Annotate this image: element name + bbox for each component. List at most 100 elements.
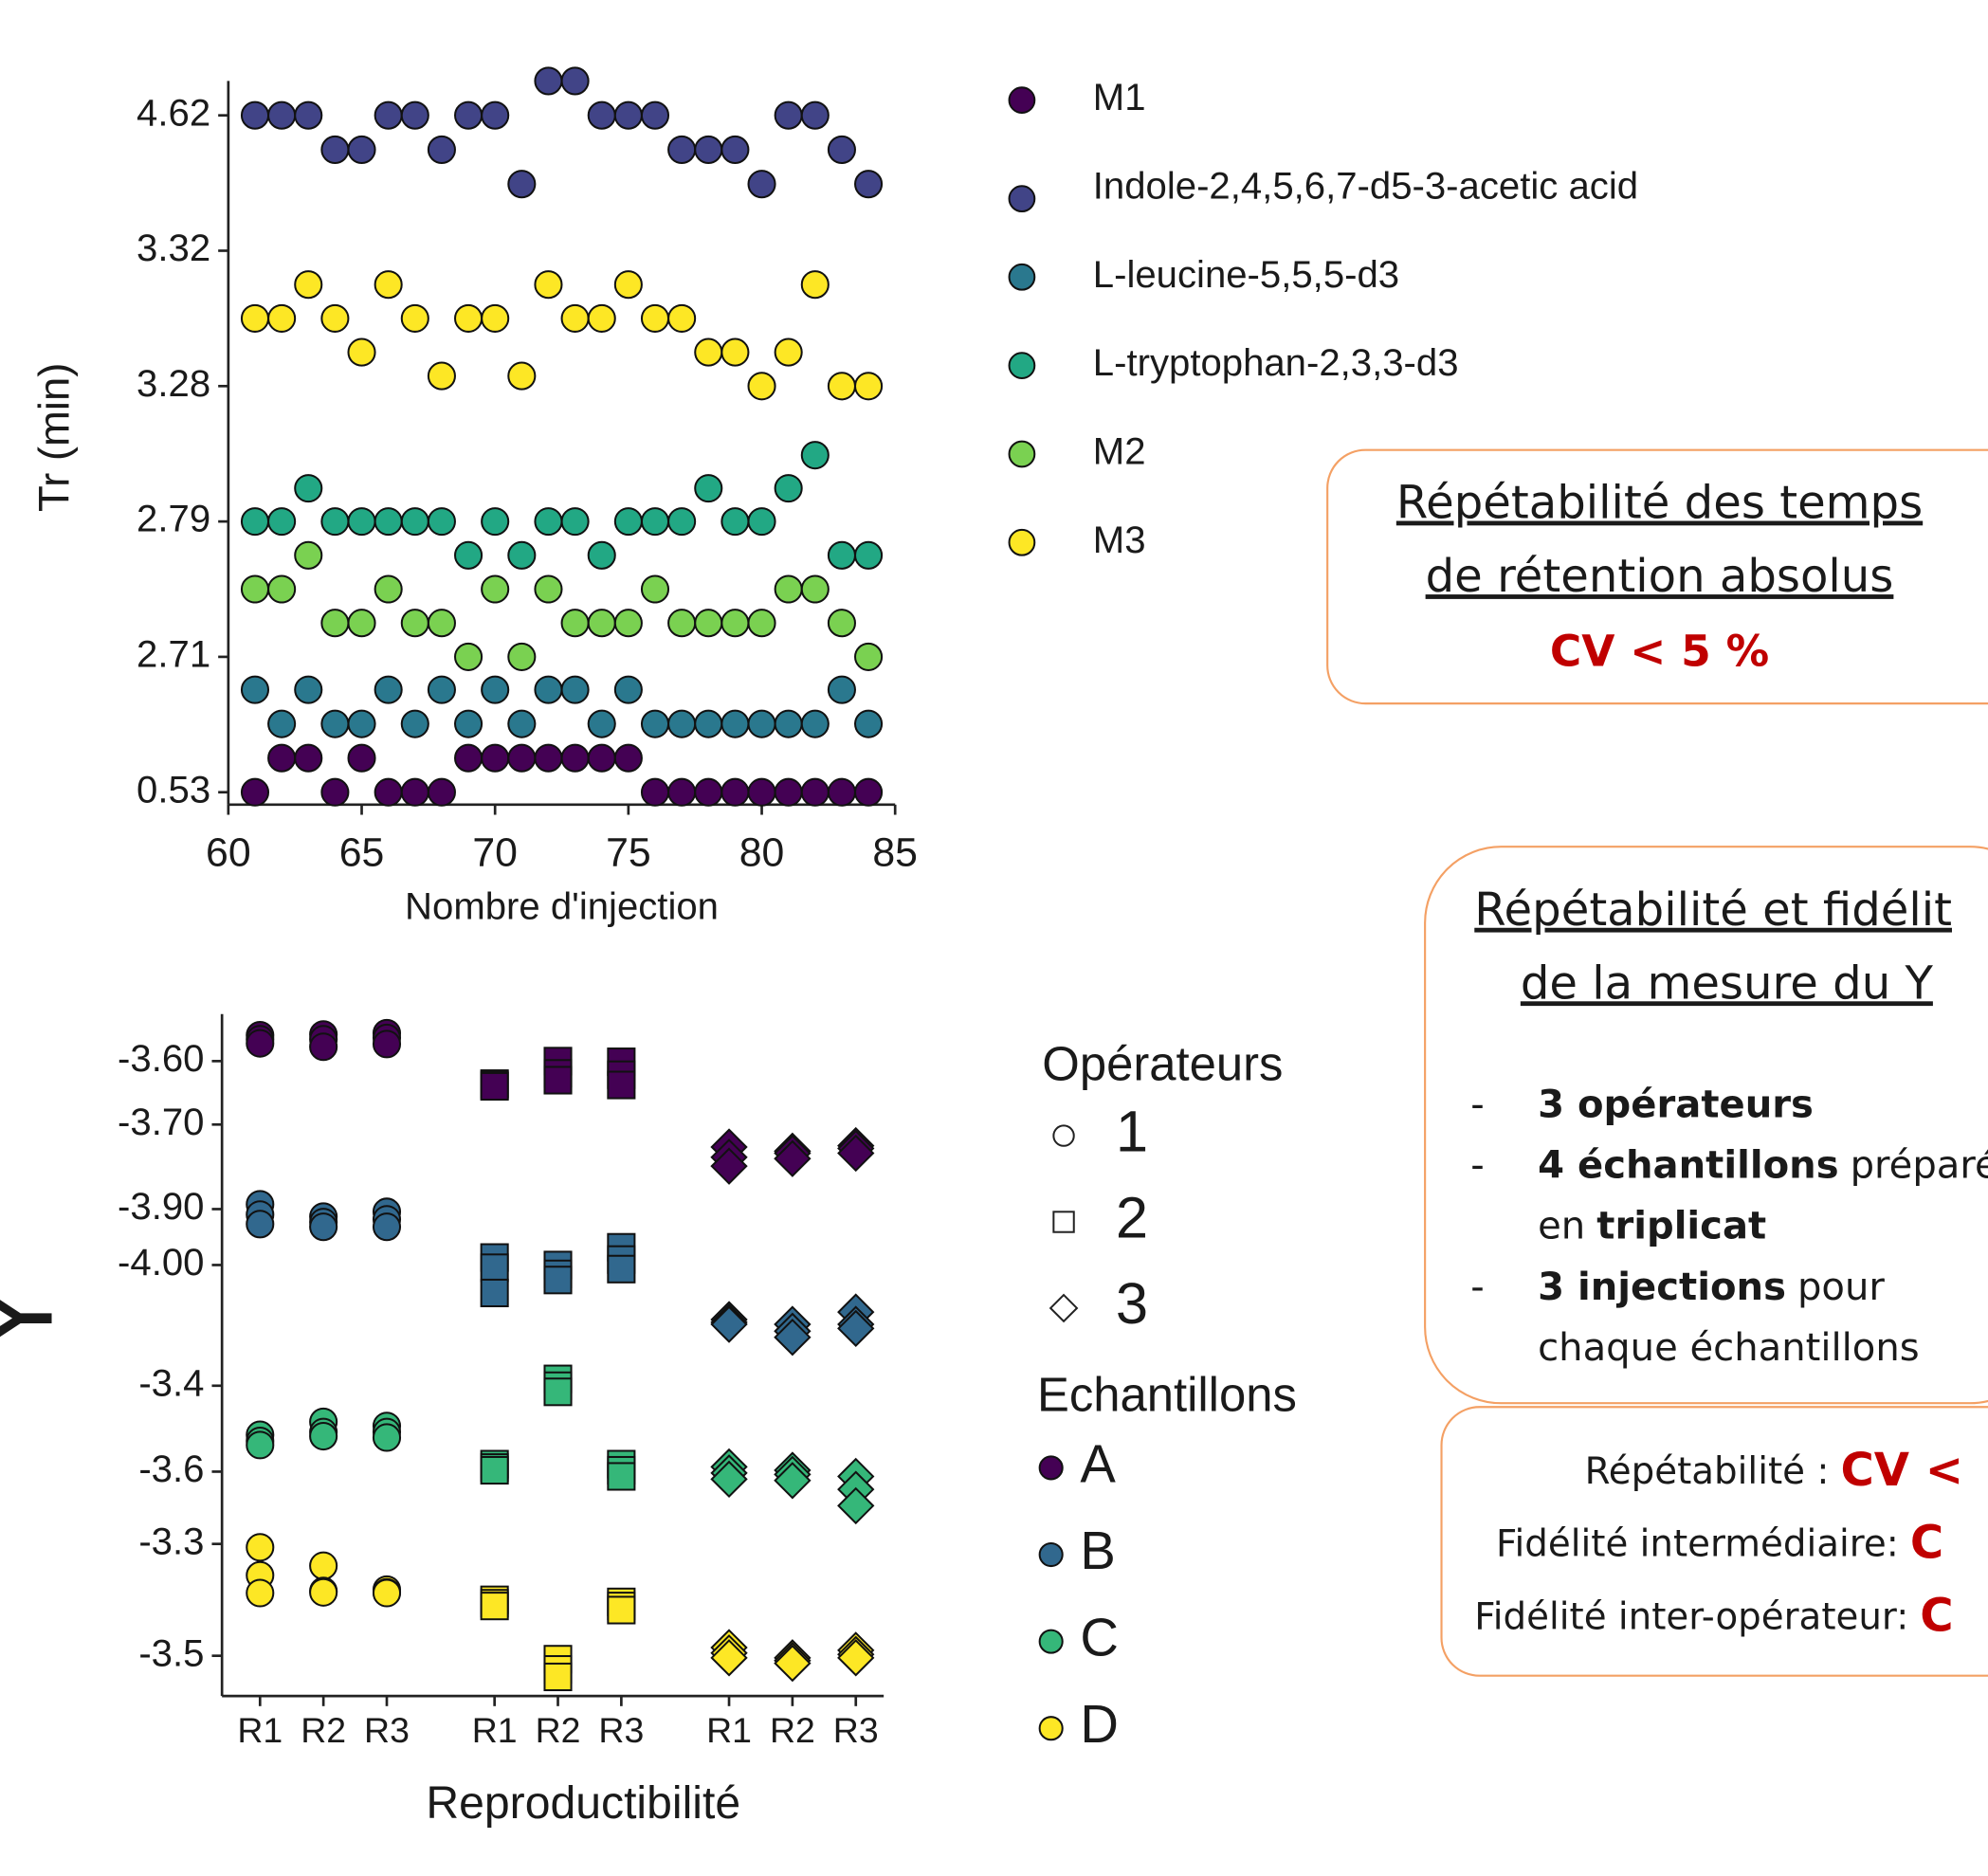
data-point (747, 507, 776, 537)
diamond-marker (774, 1139, 812, 1177)
circle-marker (372, 1029, 402, 1059)
y-tick-label: -3.70 (118, 1102, 204, 1143)
data-point (720, 777, 750, 807)
circle-marker (309, 1551, 338, 1580)
text: chaque échantillons (1538, 1326, 1920, 1370)
y-tick-label: 3.32 (137, 228, 210, 269)
data-point (720, 709, 750, 738)
criterion-line: Fidélité intermédiaire: C (1496, 1517, 1943, 1570)
bold-text: triplicat (1596, 1205, 1766, 1248)
data-point (454, 540, 483, 570)
square-marker (607, 1254, 636, 1284)
legend-swatch (1008, 185, 1036, 213)
x-tick-label: R2 (301, 1710, 346, 1750)
data-point (294, 270, 323, 300)
bullet: - (1470, 1266, 1484, 1309)
data-point (507, 709, 537, 738)
data-point (800, 441, 830, 470)
data-point (454, 642, 483, 671)
data-point (481, 100, 510, 130)
data-point (747, 777, 776, 807)
bullet: - (1470, 1083, 1484, 1126)
y-axis-title: Tr (min) (29, 363, 78, 512)
data-point (347, 609, 376, 638)
square-marker (607, 1462, 636, 1491)
bullet-text: 3 opérateurs (1538, 1083, 1814, 1126)
text: Répétabilité : (1585, 1449, 1830, 1492)
x-axis-title: Reproductibilité (426, 1777, 740, 1829)
y-axis-title: Y (0, 1282, 76, 1355)
legend-swatch (1008, 263, 1036, 291)
diamond-marker (837, 1639, 875, 1677)
data-point (774, 474, 803, 503)
data-point (507, 642, 537, 671)
data-point (827, 675, 856, 704)
data-point (560, 66, 590, 96)
legend-label: A (1080, 1433, 1116, 1493)
diamond-marker (710, 1147, 748, 1185)
y-tick-label: 2.79 (137, 499, 210, 540)
data-point (800, 270, 830, 300)
data-point (534, 574, 563, 604)
y-tick-label: 4.62 (137, 92, 210, 134)
text: en (1538, 1205, 1585, 1248)
legend-swatch (1038, 1716, 1064, 1741)
x-tick-label: 65 (339, 830, 385, 876)
panel-box (1326, 448, 1988, 705)
circle-marker (309, 1421, 338, 1451)
legend-swatch (1008, 528, 1036, 556)
data-point (240, 303, 270, 333)
x-tick-label: 85 (872, 830, 918, 876)
data-point (720, 507, 750, 537)
legend-label: M1 (1093, 77, 1146, 118)
data-point (400, 303, 429, 333)
data-point (800, 709, 830, 738)
data-point (427, 135, 456, 164)
panel-criterion: CV < 5 % (1550, 626, 1769, 676)
circle-marker (246, 1210, 275, 1239)
data-point (854, 642, 884, 671)
bold-text: C (1910, 1517, 1943, 1570)
x-tick-label: R3 (364, 1710, 410, 1750)
legend-swatch (1008, 86, 1036, 115)
data-point (294, 675, 323, 704)
panel-title: de rétention absolus (1426, 550, 1894, 603)
data-point (320, 709, 350, 738)
text: pour (1797, 1266, 1885, 1309)
data-point (267, 709, 297, 738)
data-point (374, 100, 403, 130)
data-point (507, 540, 537, 570)
data-point (427, 675, 456, 704)
data-point (294, 474, 323, 503)
data-point (240, 100, 270, 130)
square-marker (543, 1065, 573, 1095)
bold-text: 3 injections (1538, 1266, 1786, 1309)
data-point (694, 474, 723, 503)
data-point (481, 574, 510, 604)
data-point (320, 609, 350, 638)
data-point (640, 777, 670, 807)
square-marker (607, 1595, 636, 1625)
data-point (774, 777, 803, 807)
bold-text: CV < (1840, 1444, 1963, 1497)
y-tick-label: 0.53 (137, 769, 210, 811)
data-point (320, 777, 350, 807)
legend-label: C (1080, 1607, 1119, 1667)
data-point (481, 675, 510, 704)
bullet-text: chaque échantillons (1538, 1326, 1920, 1370)
data-point (694, 337, 723, 367)
data-point (613, 270, 643, 300)
data-point (427, 361, 456, 391)
y-tick-label: -3.90 (118, 1186, 204, 1228)
y-tick-label: -3.6 (138, 1448, 204, 1490)
data-point (267, 574, 297, 604)
data-point (374, 777, 403, 807)
data-point (774, 100, 803, 130)
data-point (534, 675, 563, 704)
circle-marker (246, 1533, 275, 1562)
data-point (320, 303, 350, 333)
data-point (374, 675, 403, 704)
diamond-marker (1049, 1293, 1079, 1323)
data-point (747, 170, 776, 199)
bullet-text: en triplicat (1538, 1205, 1766, 1248)
